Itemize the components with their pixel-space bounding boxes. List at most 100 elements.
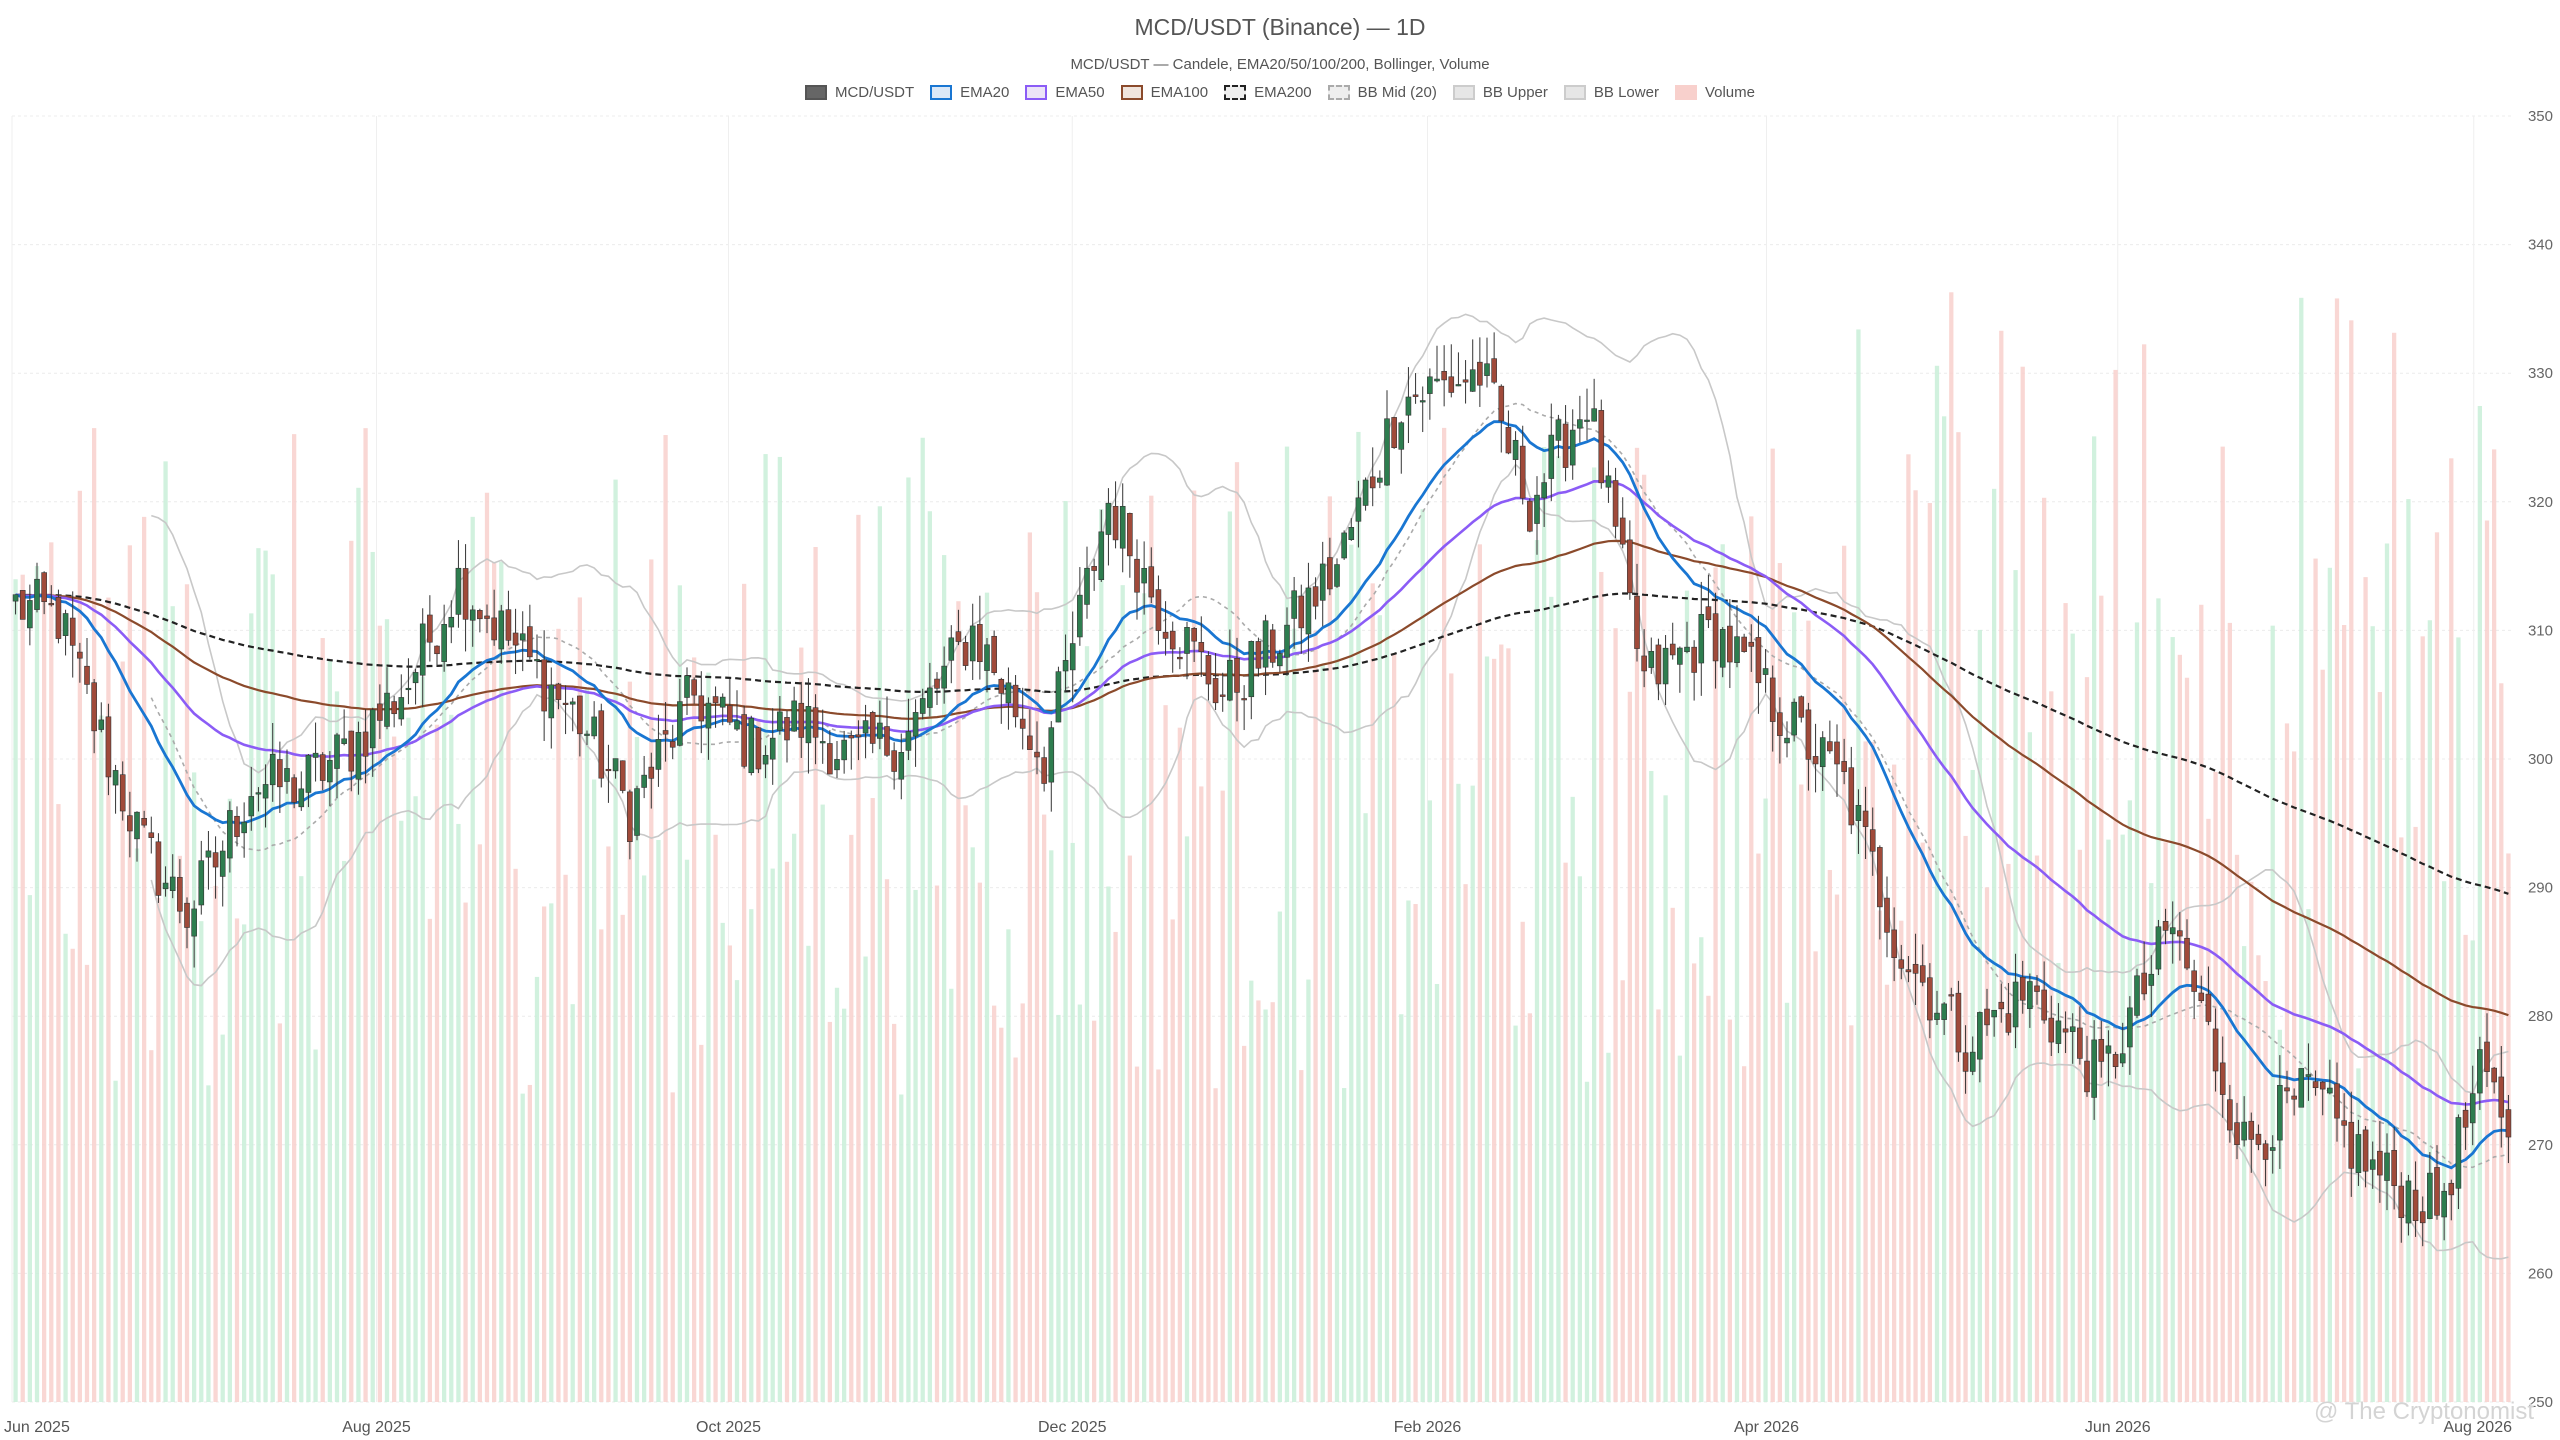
candle xyxy=(1148,547,1155,604)
candle xyxy=(619,760,626,794)
legend-item[interactable]: MCD/USDT xyxy=(804,84,914,101)
candle-body xyxy=(1605,475,1612,488)
candle xyxy=(1627,520,1633,600)
candle-body xyxy=(1184,627,1190,654)
volume-bar xyxy=(1006,929,1011,1402)
candle xyxy=(741,705,747,769)
volume-bar xyxy=(370,551,375,1402)
candle xyxy=(2391,1126,2397,1210)
candle xyxy=(1184,621,1190,680)
legend-item[interactable]: EMA50 xyxy=(1025,84,1105,101)
candle xyxy=(127,791,133,858)
candle xyxy=(505,590,512,646)
candle-body xyxy=(177,877,183,912)
candle-body xyxy=(377,703,383,721)
volume-bar xyxy=(1777,563,1782,1402)
candle xyxy=(2341,1093,2347,1148)
candle-body xyxy=(277,759,283,788)
candle xyxy=(312,722,319,782)
candle xyxy=(969,603,976,680)
legend-item[interactable]: EMA20 xyxy=(930,84,1009,101)
volume-bar xyxy=(1706,995,1711,1402)
candle xyxy=(1398,421,1405,474)
candle-body xyxy=(841,739,847,761)
candle xyxy=(1391,416,1397,449)
candle xyxy=(1584,388,1590,441)
candle xyxy=(2405,1174,2412,1236)
candle xyxy=(2227,1084,2233,1143)
candle xyxy=(341,709,347,746)
volume-bar xyxy=(2177,654,2182,1402)
volume-bar xyxy=(2292,751,2297,1402)
volume-bar xyxy=(956,601,961,1402)
candle-body xyxy=(612,758,619,772)
candle xyxy=(55,589,62,644)
legend-label: BB Lower xyxy=(1593,84,1659,101)
candle-body xyxy=(1862,810,1869,827)
volume-bar xyxy=(2242,946,2247,1402)
candle-body xyxy=(1369,476,1376,489)
candle xyxy=(527,604,533,660)
volume-bar xyxy=(1242,1045,1247,1402)
volume-bar xyxy=(599,929,604,1402)
legend-item[interactable]: BB Lower xyxy=(1563,84,1659,101)
volume-bar xyxy=(827,1021,832,1402)
candle-body xyxy=(284,768,290,782)
legend-item[interactable]: Volume xyxy=(1674,84,1755,101)
y-tick-label: 320 xyxy=(2528,494,2553,511)
volume-bar xyxy=(870,798,875,1402)
candle-body xyxy=(2127,1007,2133,1048)
candle-body xyxy=(1134,558,1140,593)
candle-body xyxy=(1805,709,1812,760)
candle-body xyxy=(2334,1083,2340,1119)
candle-body xyxy=(2412,1189,2419,1222)
legend-item[interactable]: EMA200 xyxy=(1224,84,1312,101)
candle-body xyxy=(1841,761,1847,772)
volume-bar xyxy=(427,918,432,1402)
volume-bar xyxy=(877,506,882,1402)
x-tick-label: Dec 2025 xyxy=(1038,1419,1107,1436)
legend-item[interactable]: BB Upper xyxy=(1452,84,1548,101)
candle xyxy=(2034,975,2040,1005)
volume-bar xyxy=(2399,837,2404,1402)
candle xyxy=(812,694,819,765)
candle xyxy=(848,730,855,770)
candle-body xyxy=(1834,741,1840,765)
volume-bar xyxy=(356,487,361,1403)
candle-body xyxy=(1555,419,1562,441)
candle-body xyxy=(955,631,962,642)
volume-bar xyxy=(1499,644,1504,1402)
candle xyxy=(1598,399,1605,489)
volume-bar xyxy=(2342,624,2347,1402)
candle xyxy=(1862,786,1869,859)
volume-bar xyxy=(77,490,82,1402)
volume-bar xyxy=(499,561,504,1402)
candle-body xyxy=(1712,613,1719,662)
candle-body xyxy=(2077,1027,2083,1059)
volume-bar xyxy=(449,714,454,1402)
legend-swatch xyxy=(1452,85,1475,100)
candle-body xyxy=(812,707,819,738)
ema50-line xyxy=(15,479,2509,1106)
x-tick-label: Aug 2026 xyxy=(2443,1419,2512,1436)
legend-item[interactable]: EMA100 xyxy=(1120,84,1208,101)
legend-item[interactable]: BB Mid (20) xyxy=(1327,84,1437,101)
candle xyxy=(1591,378,1597,422)
candle xyxy=(2041,961,2047,1024)
candle-body xyxy=(91,682,97,732)
candle xyxy=(2141,941,2147,1001)
candle-body xyxy=(1877,847,1883,908)
candle xyxy=(598,703,605,788)
candle xyxy=(1662,635,1669,706)
candle xyxy=(241,802,247,858)
candle-body xyxy=(2062,1028,2069,1033)
candle-body xyxy=(2041,989,2047,1021)
volume-bar xyxy=(606,846,611,1402)
candle-body xyxy=(1205,655,1212,685)
volume-bar xyxy=(1042,814,1047,1402)
candle-body xyxy=(919,698,926,714)
candle-body xyxy=(705,702,712,729)
candle-body xyxy=(1412,394,1419,397)
candle-body xyxy=(2498,1076,2505,1118)
volume-bar xyxy=(763,454,768,1402)
